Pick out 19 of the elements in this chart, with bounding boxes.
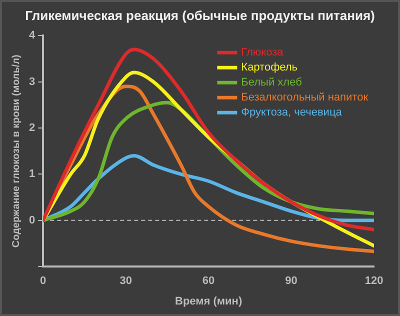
legend-label: Глюкоза — [241, 46, 284, 59]
x-tick-label: 120 — [364, 275, 384, 288]
y-tick-label: 4 — [28, 30, 36, 42]
y-tick-label: 0 — [28, 214, 36, 226]
y-tick-label: 3 — [28, 76, 36, 88]
chart-title: Гликемическая реакция (обычные продукты питания) — [24, 8, 376, 23]
line-series — [43, 48, 374, 232]
x-tick-label: 30 — [120, 275, 132, 288]
legend-label: Белый хлеб — [241, 76, 302, 89]
x-tick-label: 90 — [285, 275, 298, 288]
x-tick-label: 0 — [40, 275, 46, 288]
legend-label: Фруктоза, чечевица — [241, 106, 343, 119]
x-tick-label: 60 — [202, 275, 215, 288]
y-axis-title: Содержание глюкозы в крови (моль/л) — [10, 54, 22, 248]
y-tick-label: 1 — [28, 168, 36, 180]
y-tick-label: 2 — [28, 122, 36, 134]
legend-label: Картофель — [241, 62, 298, 74]
legend-label: Безалкогольный напиток — [241, 92, 368, 104]
x-axis-title: Время (мин) — [174, 295, 242, 308]
